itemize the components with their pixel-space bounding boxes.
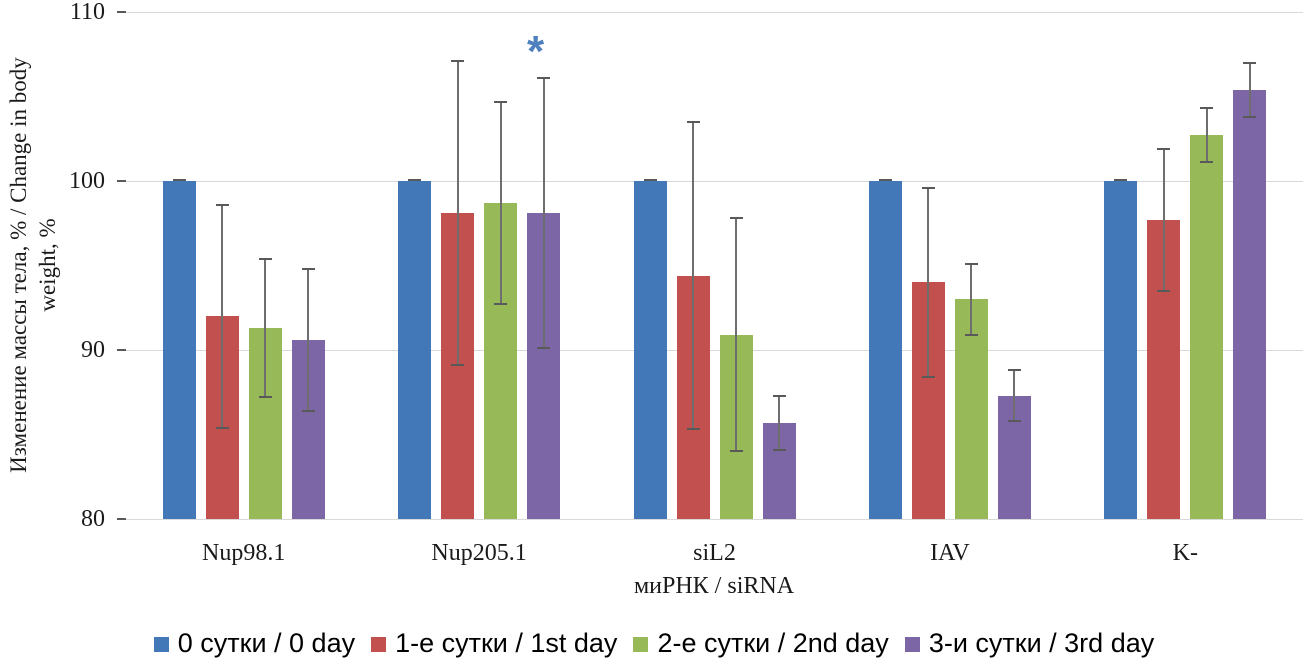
error-bar-line — [1162, 148, 1165, 291]
x-category-label: siL2 — [693, 540, 736, 566]
error-bar-line — [778, 395, 780, 450]
error-bar-cap-top — [451, 60, 465, 62]
error-bar-line — [221, 204, 224, 428]
legend-item: 1-е сутки / 1st day — [371, 628, 617, 659]
error-bar-cap-top — [258, 257, 272, 260]
error-bar-cap-top — [964, 262, 978, 265]
gridline — [126, 11, 1303, 13]
y-axis-title-line1: Изменение массы тела, % / Change in body — [6, 57, 31, 473]
bar — [868, 181, 902, 519]
error-bar-line — [735, 218, 737, 452]
gridline — [126, 518, 1303, 520]
error-bar-line — [1205, 108, 1208, 163]
error-bar-line — [927, 187, 930, 378]
y-tick-label: 90 — [81, 337, 105, 363]
legend-label: 3-и сутки / 3rd day — [928, 628, 1155, 658]
y-tick-mark — [117, 180, 126, 182]
error-bar-cap-bottom — [494, 303, 508, 306]
gridline — [126, 180, 1303, 182]
error-bar-cap-top — [643, 179, 657, 181]
legend-label: 0 сутки / 0 day — [177, 628, 356, 658]
error-bar-cap-bottom — [686, 428, 700, 431]
legend-swatch — [904, 637, 920, 652]
error-bar-cap-bottom — [258, 396, 272, 399]
error-bar-cap-bottom — [537, 347, 551, 350]
error-bar-cap-top — [172, 179, 186, 181]
error-bar-cap-top — [215, 203, 229, 206]
bar — [954, 299, 988, 519]
y-tick-mark — [117, 11, 126, 13]
x-category-label: K- — [1172, 540, 1198, 566]
y-tick-mark — [117, 518, 126, 520]
error-bar-line — [542, 77, 545, 349]
significance-asterisk: * — [527, 26, 545, 76]
bar — [398, 181, 432, 519]
error-bar-cap-top — [878, 179, 892, 181]
x-category-label: Nup205.1 — [431, 540, 527, 566]
gridline — [126, 349, 1303, 351]
error-bar-cap-top — [1157, 147, 1171, 150]
error-bar-line — [264, 258, 267, 398]
y-tick-mark — [117, 349, 126, 351]
error-bar-line — [499, 101, 502, 305]
legend-label: 2-е сутки / 2nd day — [657, 628, 889, 658]
error-bar-cap-top — [1243, 61, 1257, 64]
error-bar-cap-bottom — [1007, 419, 1021, 422]
error-bar-cap-bottom — [301, 409, 315, 412]
error-bar-cap-bottom — [921, 376, 935, 379]
legend-swatch — [371, 637, 387, 652]
bar — [162, 181, 196, 519]
x-category-label: IAV — [930, 540, 970, 566]
y-axis-title: Изменение массы тела, % / Change in body… — [4, 0, 62, 535]
error-bar-cap-top — [1200, 107, 1214, 110]
y-tick-label: 100 — [69, 168, 105, 194]
y-tick-label: 110 — [69, 0, 105, 25]
legend-label: 1-е сутки / 1st day — [395, 628, 618, 658]
error-bar-line — [1013, 370, 1016, 421]
error-bar-cap-top — [408, 179, 422, 181]
error-bar-cap-bottom — [772, 448, 786, 451]
error-bar-cap-top — [537, 76, 551, 79]
y-tick-label: 80 — [81, 506, 105, 532]
legend-swatch — [633, 637, 649, 652]
error-bar-cap-top — [686, 120, 700, 123]
bar — [633, 181, 667, 519]
legend-swatch — [153, 637, 169, 652]
legend-item: 0 сутки / 0 day — [153, 628, 356, 659]
error-bar-line — [1248, 62, 1251, 117]
x-axis-title: миРНК / siRNA — [633, 573, 795, 599]
error-bar-cap-top — [772, 394, 786, 397]
error-bar-line — [456, 61, 459, 366]
error-bar-cap-bottom — [1200, 161, 1214, 164]
error-bar-cap-top — [1114, 179, 1128, 181]
legend-item: 2-е сутки / 2nd day — [633, 628, 889, 659]
error-bar-cap-top — [921, 186, 935, 189]
error-bar-cap-top — [729, 217, 743, 220]
error-bar-cap-bottom — [451, 364, 465, 367]
error-bar-cap-top — [494, 100, 508, 103]
bar — [1190, 135, 1224, 519]
error-bar-cap-bottom — [215, 426, 229, 429]
y-axis-title-line2: weight, % — [35, 218, 60, 312]
error-bar-cap-bottom — [964, 333, 978, 336]
legend-item: 3-и сутки / 3rd day — [904, 628, 1155, 659]
error-bar-cap-top — [1007, 369, 1021, 372]
error-bar-cap-top — [301, 267, 315, 270]
error-bar-line — [307, 268, 310, 411]
bar — [1104, 181, 1138, 519]
error-bar-cap-bottom — [1243, 115, 1257, 118]
bar — [1233, 89, 1267, 519]
legend: 0 сутки / 0 day 1-е сутки / 1st day 2-е су… — [0, 628, 1308, 659]
error-bar-line — [692, 121, 694, 430]
error-bar-line — [970, 263, 973, 335]
error-bar-cap-bottom — [729, 450, 743, 453]
error-bar-cap-bottom — [1157, 289, 1171, 292]
x-category-label: Nup98.1 — [202, 540, 286, 566]
